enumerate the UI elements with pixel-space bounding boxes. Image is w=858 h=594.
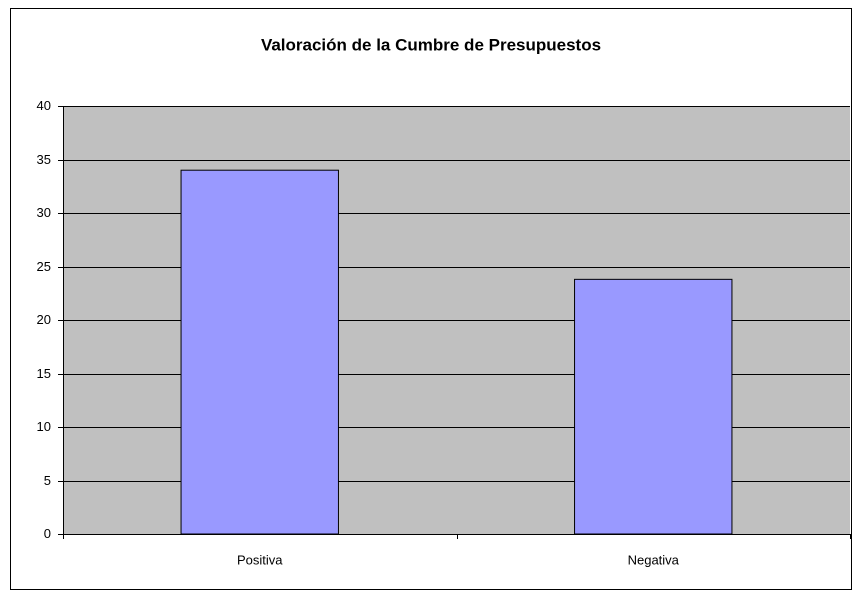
y-tick-label: 40 (37, 98, 51, 113)
y-tick-label: 15 (37, 366, 51, 381)
bar (574, 278, 733, 535)
y-tick-label: 25 (37, 259, 51, 274)
bar (180, 169, 339, 535)
y-tick-label: 5 (44, 473, 51, 488)
x-tick-label: Negativa (628, 552, 680, 567)
y-tick-label: 0 (44, 526, 51, 541)
y-tick-label: 10 (37, 419, 51, 434)
y-tick-label: 35 (37, 152, 51, 167)
x-tick-label: Positiva (237, 552, 283, 567)
y-tick-label: 30 (37, 205, 51, 220)
y-tick-label: 20 (37, 312, 51, 327)
chart-title: Valoración de la Cumbre de Presupuestos (261, 35, 601, 54)
